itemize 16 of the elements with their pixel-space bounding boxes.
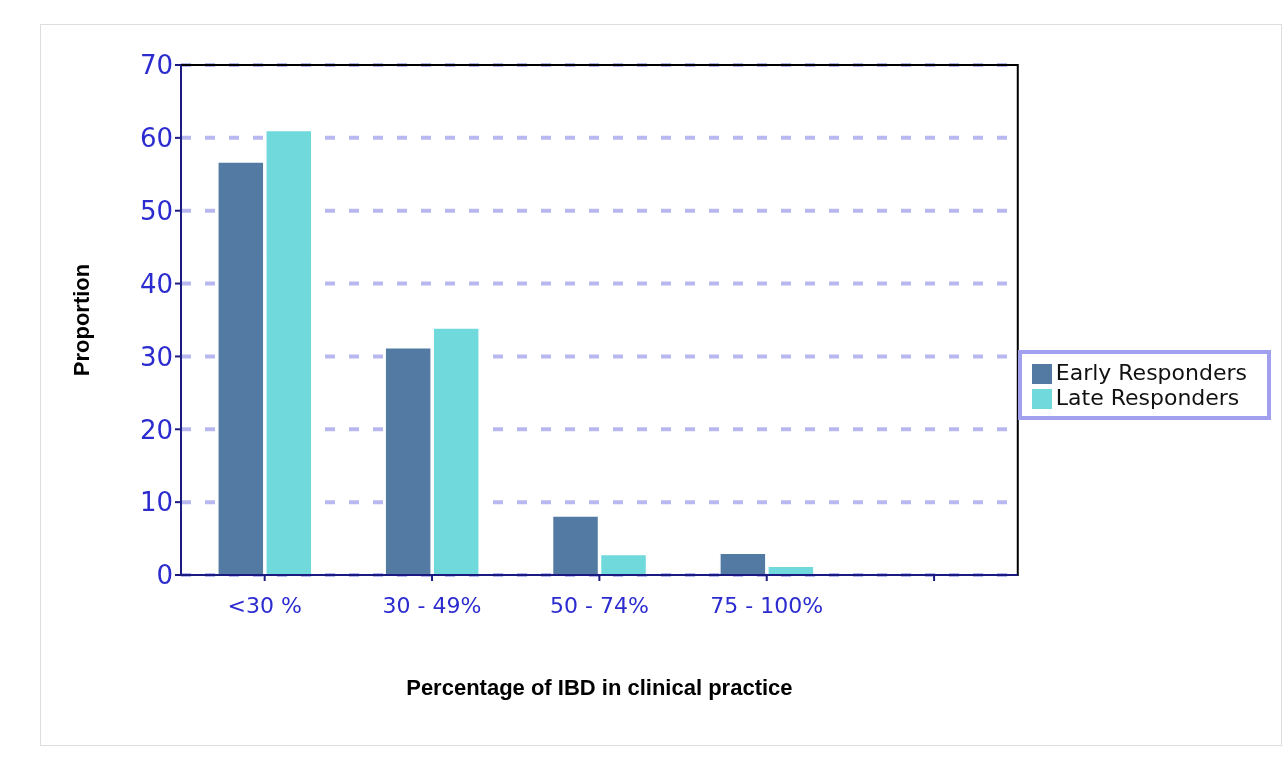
x-axis-title: Percentage of IBD in clinical practice — [406, 675, 793, 700]
x-tick-label: <30 % — [227, 592, 302, 618]
y-axis-title: Proportion — [68, 263, 94, 377]
x-tick-label: 30 - 49% — [382, 592, 482, 618]
y-tick-label: 40 — [139, 268, 173, 299]
legend-label: Early Responders — [1055, 360, 1247, 385]
y-tick-label: 50 — [139, 195, 173, 226]
x-tick-label: 50 - 74% — [549, 592, 649, 618]
y-tick-label: 20 — [139, 414, 173, 445]
y-tick-label: 10 — [139, 487, 173, 518]
x-tick-label: 75 - 100% — [710, 592, 824, 618]
y-tick-label: 60 — [139, 123, 173, 154]
y-tick-label: 30 — [139, 341, 173, 372]
y-tick-label: 0 — [156, 560, 173, 591]
y-tick-label: 70 — [139, 50, 173, 81]
legend-label: Late Responders — [1055, 385, 1240, 410]
